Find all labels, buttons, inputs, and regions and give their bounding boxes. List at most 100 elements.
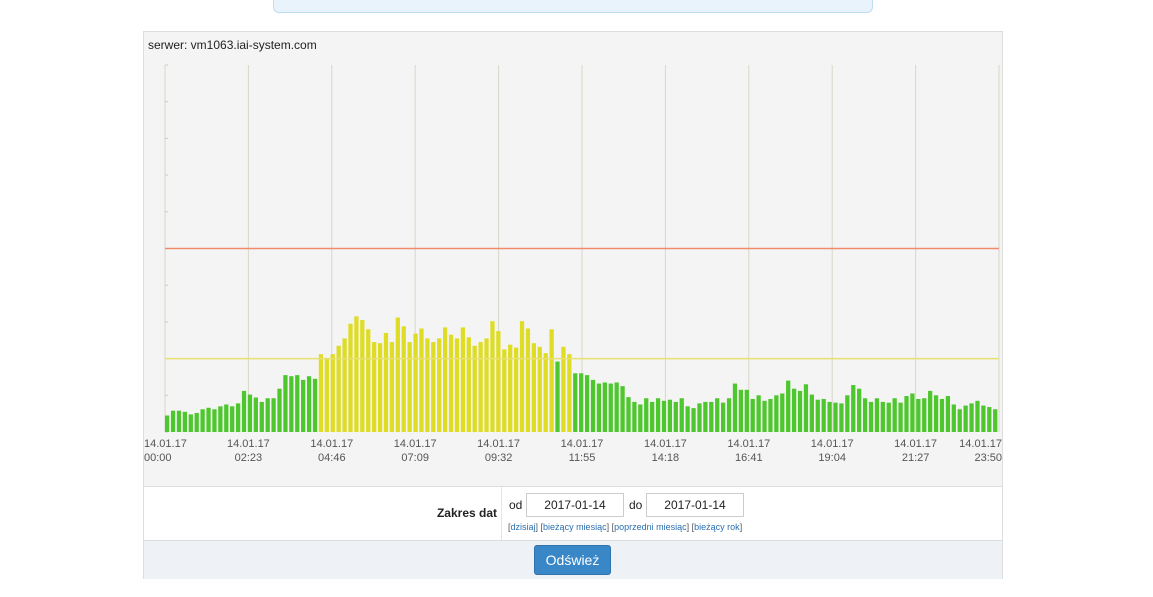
bar [608,383,613,432]
bar [768,398,773,432]
bar [602,382,607,432]
x-tick-label-time: 04:46 [318,452,346,464]
bar [360,320,365,432]
x-tick-label-time: 02:23 [235,452,263,464]
bar [981,405,986,432]
bar [241,390,247,432]
bar [892,398,897,432]
bar [857,388,862,432]
bar [354,316,359,432]
x-tick-label-time: 00:00 [144,452,172,464]
bar [306,376,312,432]
bar [584,375,590,432]
bar [957,409,962,432]
bar [791,388,797,432]
info-alert [273,0,873,13]
bar [372,342,377,432]
bar [271,398,276,432]
threshold-layer [165,247,999,360]
bar [508,344,513,432]
bar [703,401,708,432]
bar [224,404,229,432]
bar [525,328,531,432]
bar [366,329,371,432]
bar [626,397,631,432]
bar [809,394,814,432]
x-tick-label-date: 14.01.17 [561,438,604,450]
bar [165,415,170,432]
link-current-month[interactable]: bieżący miesiąc [543,522,607,532]
bar [774,395,779,432]
bar [709,401,714,432]
bar [342,338,347,432]
bar [916,398,921,432]
bar [614,382,619,432]
bar [543,353,548,432]
bar [993,409,998,432]
bar [738,389,743,432]
bar [395,317,400,432]
x-tick-label-date: 14.01.17 [644,438,687,450]
bar [573,373,578,432]
bar [815,399,820,432]
bar [401,326,406,432]
x-tick-label-time: 19:04 [818,452,846,464]
chart-area: 14.01.17 00:00 14.01.17 02:23 14.01.17 04:46 1… [144,32,1002,486]
to-label: do [629,498,643,512]
bar [490,321,495,432]
bar [928,390,933,432]
bar [945,396,951,432]
button-row: Odśwież [144,540,1002,579]
from-date-input[interactable] [526,493,624,517]
bar [951,404,956,432]
bar [904,396,909,432]
bar [756,395,761,432]
bar [413,333,418,432]
bar [579,373,584,432]
bar [567,354,572,432]
bar [188,414,193,432]
bar [898,402,903,432]
bar [963,405,968,432]
bar [425,338,430,432]
x-tick-label-time: 14:18 [652,452,680,464]
x-tick-label-time: 16:41 [735,452,763,464]
bar [975,400,980,432]
bar [312,378,318,432]
bar [786,380,791,432]
quick-date-links: [dzisiaj] [bieżący miesiąc] [poprzedni m… [508,522,743,532]
bar [620,386,625,433]
bar [845,395,850,432]
bar [750,398,755,432]
date-range-label: Zakres dat [144,487,502,541]
to-date-input[interactable] [646,493,744,517]
bar [555,361,560,432]
bar [632,401,637,432]
link-today[interactable]: dzisiaj [510,522,536,532]
x-tick-label-date: 14.01.17 [310,438,353,450]
bar [496,331,501,432]
bar [437,338,442,432]
bar [596,383,602,432]
bar [301,379,306,432]
x-tick-label-date: 14.01.17 [144,438,187,450]
bar [472,345,477,432]
bar [484,338,489,432]
bar [348,323,353,432]
bar [253,397,258,432]
x-tick-label-date: 14.01.17 [477,438,520,450]
bar [206,407,211,432]
link-previous-month[interactable]: poprzedni miesiąc [614,522,687,532]
refresh-button[interactable]: Odśwież [534,545,611,575]
bar [910,393,915,432]
bar [200,409,205,432]
link-current-year[interactable]: bieżący rok [694,522,740,532]
bar [697,403,702,432]
bar [182,411,187,432]
bar [383,332,389,432]
bar [839,403,844,432]
bar [561,346,566,432]
bar [502,349,507,432]
bar [874,398,880,432]
bar [419,328,424,432]
